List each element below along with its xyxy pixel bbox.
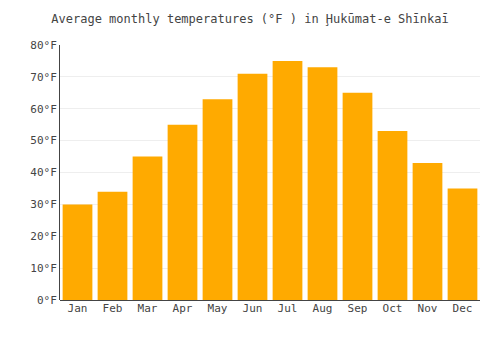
svg-text:Average monthly temperatures (: Average monthly temperatures (°F ) in Ḩu… — [51, 12, 448, 26]
svg-text:Nov: Nov — [418, 302, 438, 315]
svg-text:Mar: Mar — [138, 302, 158, 315]
svg-text:10°F: 10°F — [30, 262, 57, 275]
svg-text:Apr: Apr — [173, 302, 193, 315]
svg-text:60°F: 60°F — [30, 103, 57, 116]
svg-text:Feb: Feb — [103, 302, 123, 315]
svg-text:80°F: 80°F — [30, 39, 57, 52]
svg-text:40°F: 40°F — [30, 166, 57, 179]
svg-text:70°F: 70°F — [30, 71, 57, 84]
svg-text:Jan: Jan — [68, 302, 88, 315]
svg-text:0°F: 0°F — [37, 294, 57, 307]
svg-text:30°F: 30°F — [30, 198, 57, 211]
svg-text:Aug: Aug — [313, 302, 333, 315]
svg-text:May: May — [208, 302, 228, 315]
svg-text:Oct: Oct — [383, 302, 403, 315]
svg-text:Dec: Dec — [453, 302, 473, 315]
svg-text:Jul: Jul — [278, 302, 298, 315]
svg-text:Jun: Jun — [243, 302, 263, 315]
svg-text:Sep: Sep — [348, 302, 368, 315]
svg-text:20°F: 20°F — [30, 230, 57, 243]
svg-text:50°F: 50°F — [30, 134, 57, 147]
